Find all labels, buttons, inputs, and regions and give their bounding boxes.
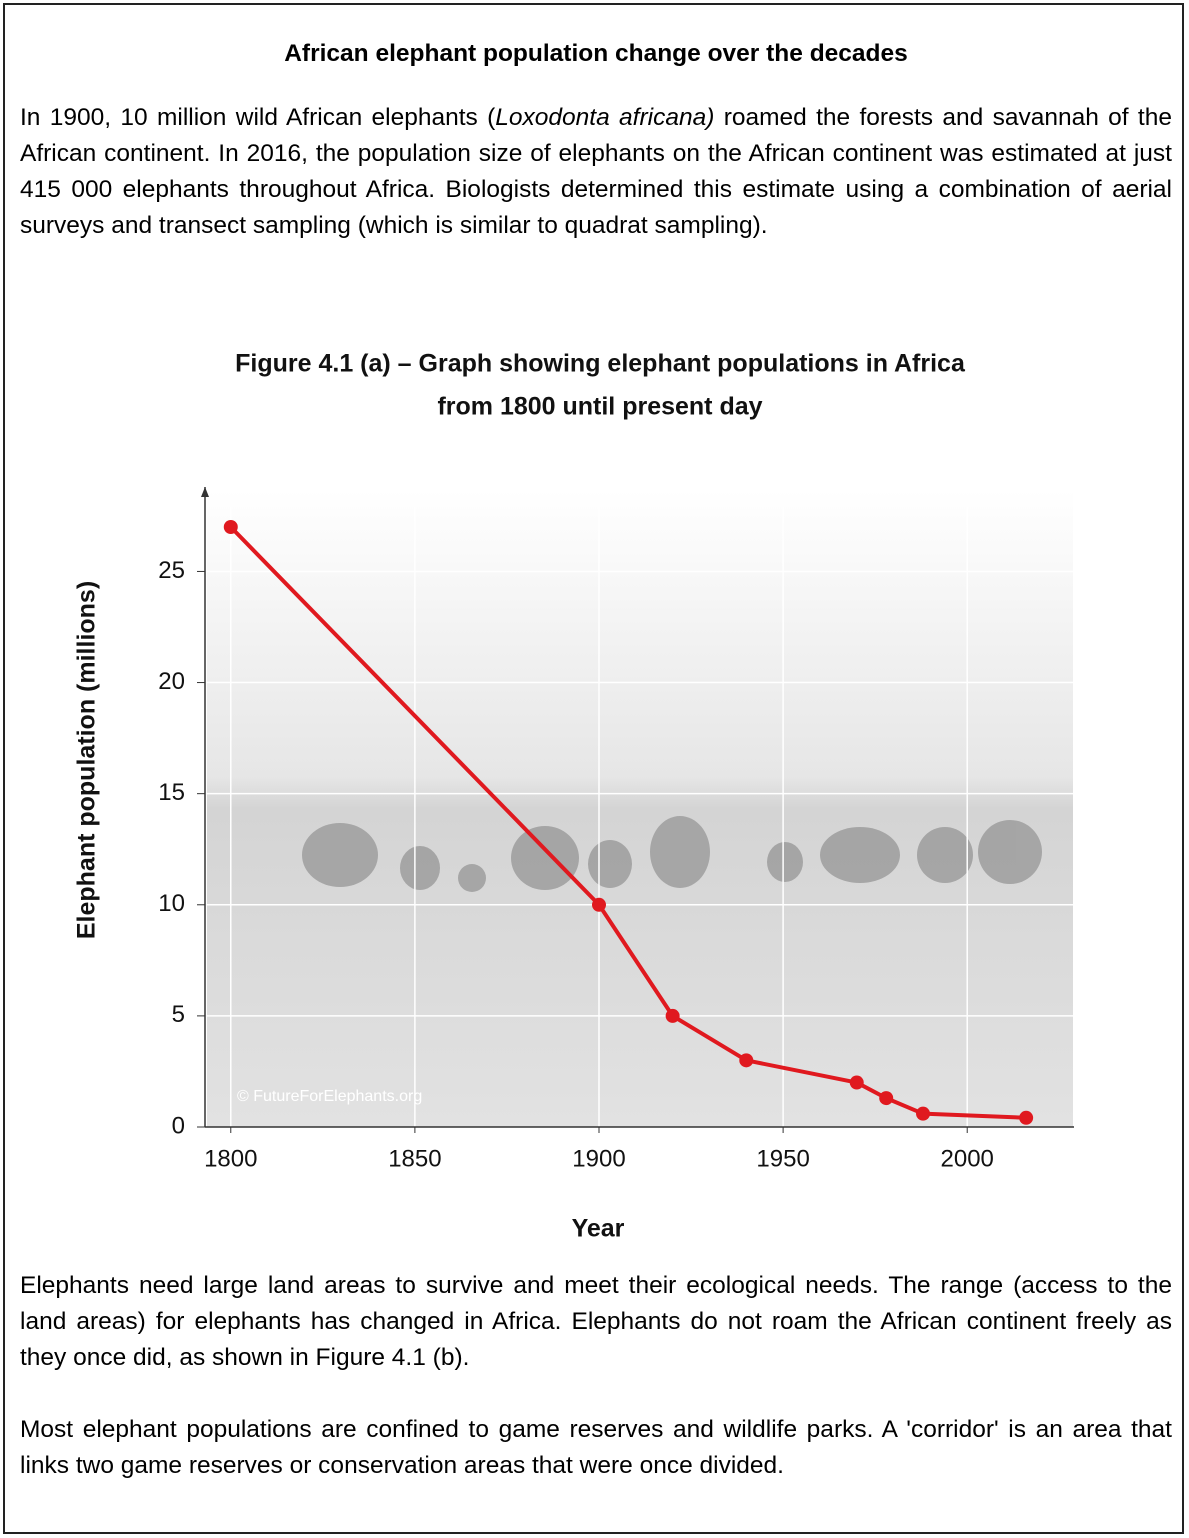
data-point — [1019, 1111, 1033, 1125]
x-tick-label: 1800 — [204, 1145, 257, 1172]
page: African elephant population change over … — [0, 0, 1189, 1538]
y-axis-label: Elephant population (millions) — [73, 581, 101, 939]
x-tick-label: 1950 — [756, 1145, 809, 1172]
x-tick-label: 2000 — [941, 1145, 994, 1172]
chart-title: Figure 4.1 (a) – Graph showing elephant … — [235, 350, 966, 378]
y-tick-label: 5 — [172, 1001, 185, 1028]
y-tick-label: 0 — [172, 1112, 185, 1139]
y-tick-label: 10 — [158, 890, 185, 917]
data-point — [879, 1091, 893, 1105]
x-tick-label: 1900 — [572, 1145, 625, 1172]
data-point — [666, 1009, 680, 1023]
y-tick-label: 15 — [158, 779, 185, 806]
chart: Figure 4.1 (a) – Graph showing elephant … — [0, 0, 1189, 1538]
x-axis-label: Year — [572, 1215, 625, 1243]
data-point — [739, 1053, 753, 1067]
data-point — [592, 898, 606, 912]
data-point — [850, 1076, 864, 1090]
data-point — [916, 1107, 930, 1121]
photo-background — [207, 490, 1073, 1127]
data-point — [224, 520, 238, 534]
x-tick-label: 1850 — [388, 1145, 441, 1172]
chart-title: from 1800 until present day — [437, 393, 762, 421]
watermark: © FutureForElephants.org — [237, 1088, 422, 1105]
y-tick-label: 25 — [158, 557, 185, 584]
y-tick-label: 20 — [158, 668, 185, 695]
